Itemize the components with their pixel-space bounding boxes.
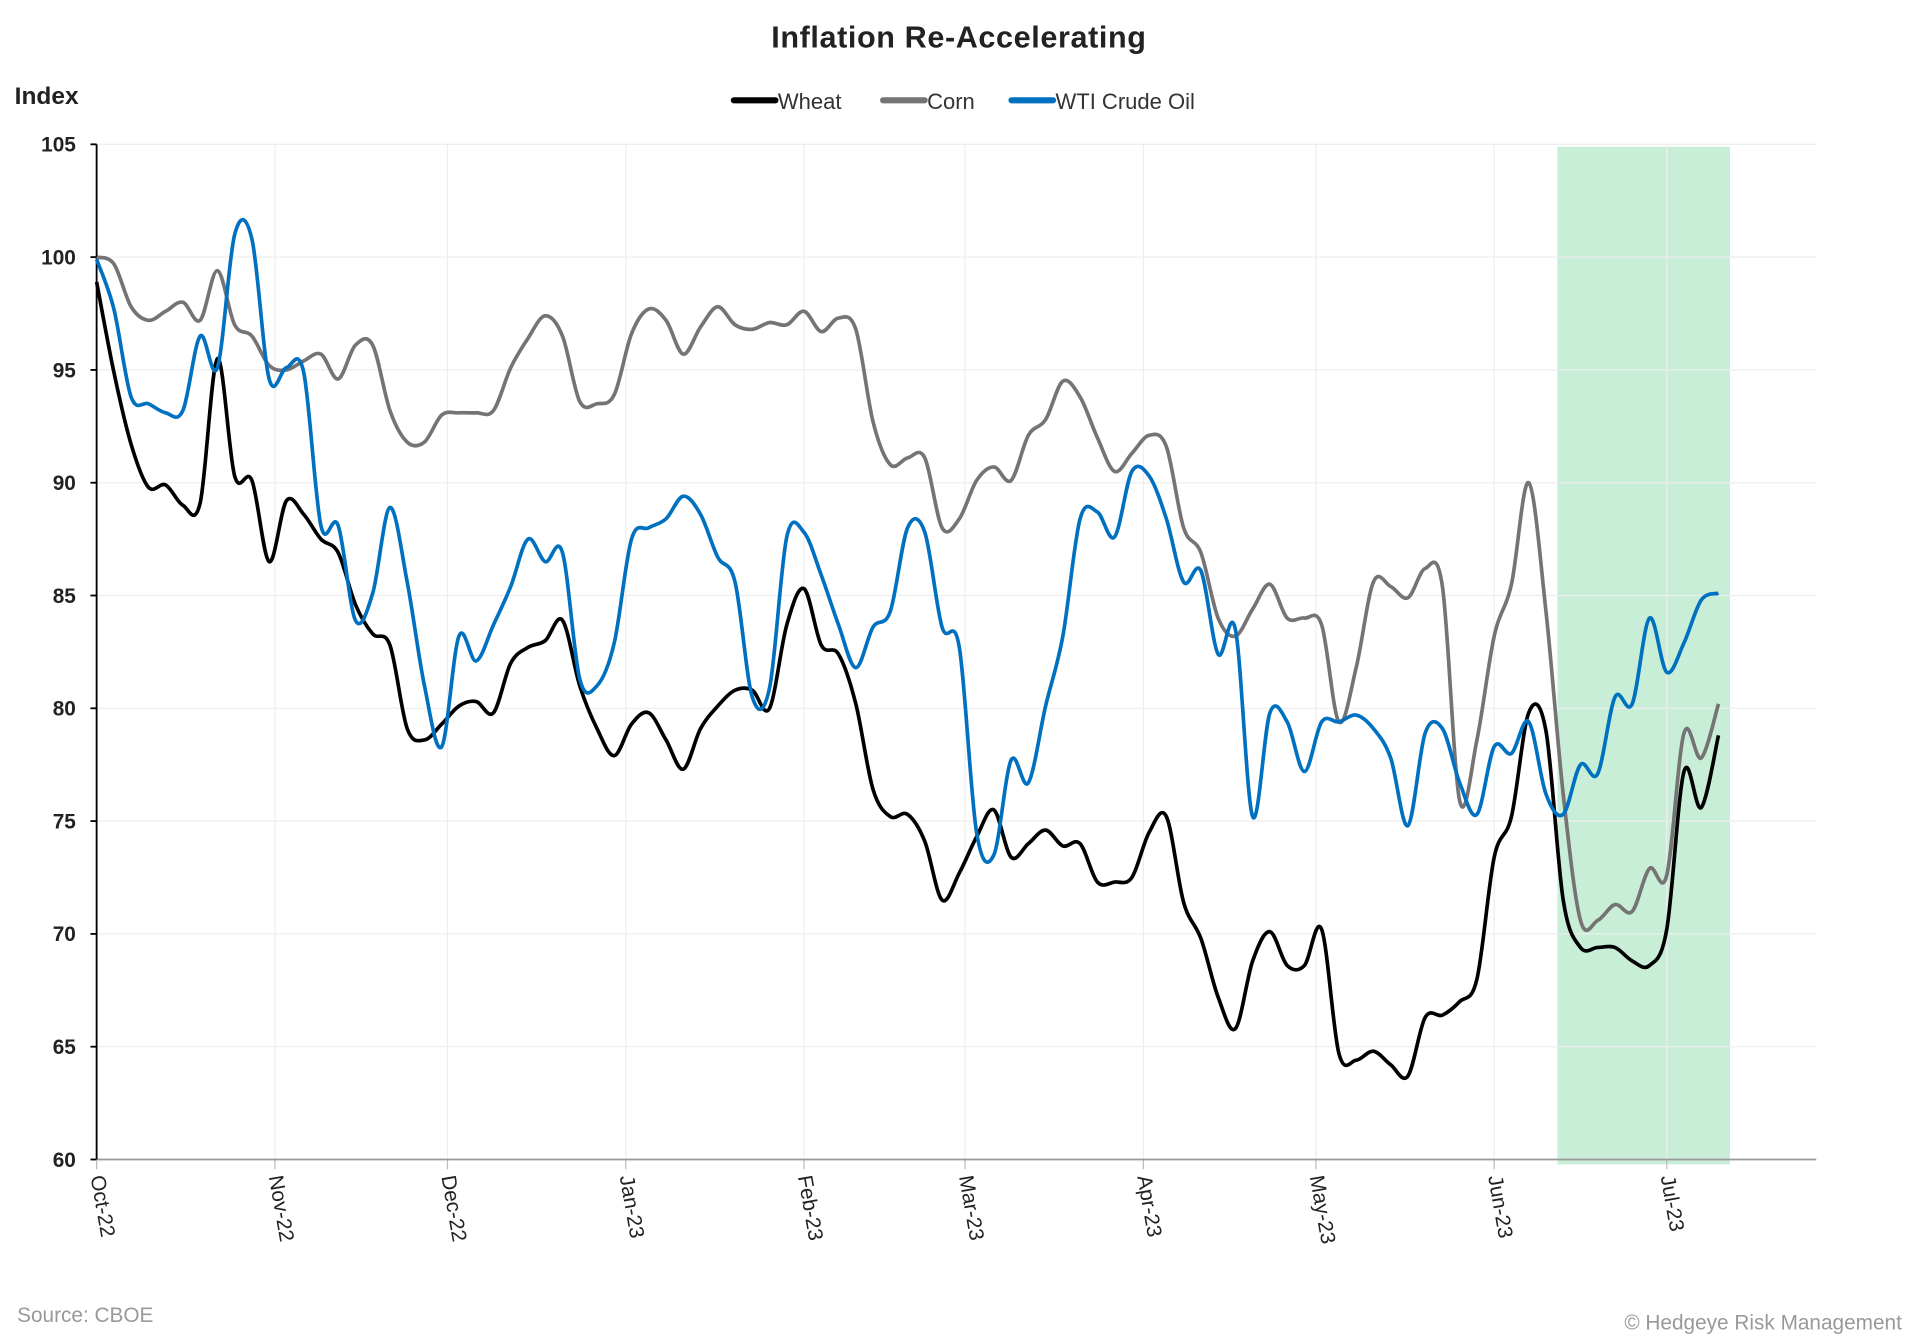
legend: Wheat Corn WTI Crude Oil [730,89,1195,114]
chart-title: Inflation Re-Accelerating [771,21,1146,55]
legend-label: Corn [927,89,975,114]
gridlines [96,143,1817,1160]
source-note: Source: CBOE [17,1304,153,1327]
series-line-corn [95,255,1721,933]
x-tick-label: Apr-23 [1132,1173,1165,1238]
series-lines [94,217,1721,1080]
y-tick-label: 80 [53,698,76,721]
legend-label: WTI Crude Oil [1056,89,1195,114]
x-tick-label: Jan-23 [615,1173,649,1240]
x-tick-label: Dec-22 [436,1173,470,1243]
y-tick-label: 70 [53,923,76,946]
highlight-band-rect [1557,146,1730,1165]
y-axis-label: Index [15,83,79,110]
highlight-band [1557,146,1730,1165]
y-tick-label: 65 [53,1036,76,1059]
x-tick-label: May-23 [1305,1173,1340,1245]
x-tick-label: Feb-23 [793,1173,827,1242]
x-tick-label: Nov-22 [264,1173,298,1243]
x-tick-label: Jun-23 [1483,1173,1517,1240]
y-tick-label: 85 [53,585,76,608]
x-tick-label: Oct-22 [86,1173,119,1238]
x-tick-label: Jul-23 [1656,1173,1688,1233]
y-tick-label: 75 [53,810,76,833]
series-line-wheat [94,281,1721,1080]
copyright-note: © Hedgeye Risk Management [1624,1311,1902,1334]
y-tick-label: 105 [41,134,76,157]
axes: 60 65 70 75 80 85 90 95 100 105 Oct-22 Nov-22 Dec-22… [41,134,1817,1246]
legend-label: Wheat [778,89,842,114]
series-line-wti-crude-oil [94,217,1720,865]
x-tick-label: Mar-23 [954,1173,988,1242]
y-tick-label: 60 [53,1149,76,1172]
y-tick-label: 100 [41,246,76,269]
y-tick-label: 95 [53,359,76,382]
y-tick-label: 90 [53,472,76,495]
